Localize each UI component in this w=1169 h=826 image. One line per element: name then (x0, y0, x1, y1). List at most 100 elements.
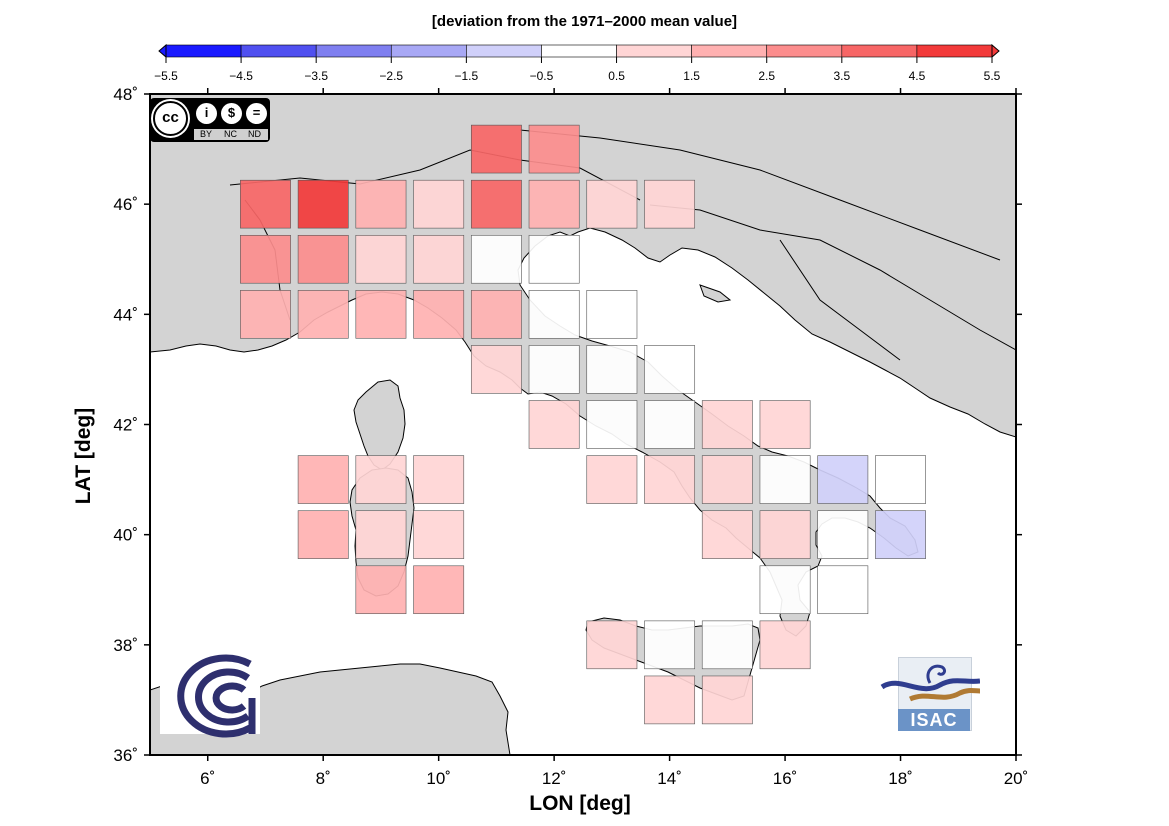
anomaly-cell (355, 290, 407, 339)
isac-logo: ISAC (880, 657, 980, 732)
anomaly-cell (413, 510, 465, 559)
x-tick-label: 18˚ (888, 769, 913, 788)
anomaly-cell (875, 510, 926, 559)
y-tick-label: 38˚ (113, 636, 138, 655)
by-attribution-icon: i (196, 103, 217, 124)
anomaly-cell (470, 345, 522, 394)
anomaly-cell (528, 345, 580, 394)
isac-wave-orange (908, 688, 980, 702)
colorbar-low-arrow (158, 43, 167, 59)
anomaly-cell (470, 179, 522, 229)
anomaly-cell (355, 455, 407, 504)
anomaly-cell (644, 455, 696, 504)
anomaly-cell (528, 234, 580, 284)
anomaly-cell (470, 124, 522, 174)
x-tick-label: 8˚ (316, 769, 331, 788)
colorbar-segment (691, 44, 768, 58)
cnr-arc-inner (212, 682, 247, 714)
nd-noderivatives-icon: = (246, 103, 267, 124)
anomaly-cell (413, 179, 465, 229)
colorbar-tick-label: −3.5 (304, 69, 328, 83)
anomaly-cell (586, 620, 638, 670)
axis-tick-labels: 6˚ 8˚ 10˚ 12˚ 14˚ 16˚ 18˚ 20˚ 36˚ 38˚ 40˚ 42˚ 44˚ 46˚… (113, 85, 1028, 788)
border-central-europe (519, 129, 1001, 261)
cnr-arc-middle (195, 668, 251, 726)
y-tick-label: 46˚ (113, 195, 138, 214)
colorbar-tick-label: 0.5 (608, 69, 625, 83)
term-by: BY (200, 129, 213, 139)
y-axis-label: LAT [deg] (72, 407, 95, 505)
anomaly-cell (759, 620, 811, 670)
anomaly-cell (413, 234, 465, 284)
border-hungary (779, 239, 901, 361)
anomaly-cell (528, 400, 580, 449)
anomaly-cell (759, 455, 811, 504)
license-terms: BY NC ND (194, 129, 268, 140)
cc-icon: cc (153, 101, 188, 136)
anomaly-cell (817, 565, 869, 615)
anomaly-cell (355, 234, 407, 284)
colorbar-tick-label: 2.5 (758, 69, 775, 83)
anomaly-cell (586, 290, 638, 339)
anomaly-cell (644, 179, 696, 229)
colorbar-title: [deviation from the 1971–2000 mean value… (431, 13, 738, 30)
anomaly-cell (470, 290, 522, 339)
isac-swirl (926, 664, 946, 684)
colorbar-segment (466, 44, 542, 58)
anomaly-cell (413, 565, 465, 615)
anomaly-cell (297, 234, 349, 284)
anomaly-cell (528, 179, 580, 229)
anomaly-cell (644, 675, 696, 725)
x-tick-label: 20˚ (1004, 769, 1029, 788)
anomaly-cell (470, 234, 522, 284)
anomaly-cell (355, 565, 407, 615)
anomaly-cell (644, 620, 696, 670)
colorbar-segment (390, 44, 467, 58)
x-tick-label: 16˚ (773, 769, 798, 788)
colorbar-segment (766, 44, 843, 58)
map-area (150, 94, 1016, 755)
axis-ticks (144, 88, 1022, 761)
colorbar-segment (541, 44, 617, 58)
isac-wave-blue (880, 678, 980, 692)
colorbar-tick-label: 5.5 (984, 69, 1001, 83)
anomaly-cell (413, 455, 465, 504)
y-tick-label: 44˚ (113, 305, 138, 324)
anomaly-grid (240, 124, 926, 725)
anomaly-cell (817, 455, 869, 504)
anomaly-cell (701, 620, 753, 670)
colorbar-tick-label: −0.5 (530, 69, 554, 83)
colorbar-segment (841, 44, 918, 58)
anomaly-cell (701, 675, 753, 725)
cnr-arc-outer (177, 654, 252, 738)
colorbar-tick-label: −4.5 (229, 69, 253, 83)
y-tick-label: 36˚ (113, 746, 138, 765)
anomaly-cell (701, 455, 753, 504)
colorbar-segment (616, 44, 692, 58)
anomaly-cell (586, 400, 638, 449)
anomaly-cell (759, 565, 811, 615)
anomaly-cell (875, 455, 926, 504)
isac-wave-icon (880, 664, 980, 702)
anomaly-cell (240, 179, 291, 229)
anomaly-cell (817, 510, 869, 559)
anomaly-cell (355, 179, 407, 229)
anomaly-cell (240, 234, 291, 284)
land-balkan-islands (699, 284, 732, 303)
creative-commons-by-nc-nd-icon: cc i $ = BY NC ND (150, 98, 270, 142)
x-tick-label: 14˚ (657, 769, 682, 788)
anomaly-cell (297, 510, 349, 559)
anomaly-cell (355, 510, 407, 559)
anomaly-cell (586, 455, 638, 504)
anomaly-cell (413, 290, 465, 339)
colorbar-segment (240, 44, 317, 58)
nc-noncommercial-icon: $ (221, 103, 242, 124)
y-tick-label: 42˚ (113, 416, 138, 435)
cnr-logo (160, 650, 260, 738)
anomaly-cell (297, 290, 349, 339)
anomaly-cell (240, 290, 291, 339)
colorbar-tick-label: −1.5 (455, 69, 479, 83)
colorbar-segment (916, 44, 993, 58)
anomaly-cell (644, 400, 696, 449)
